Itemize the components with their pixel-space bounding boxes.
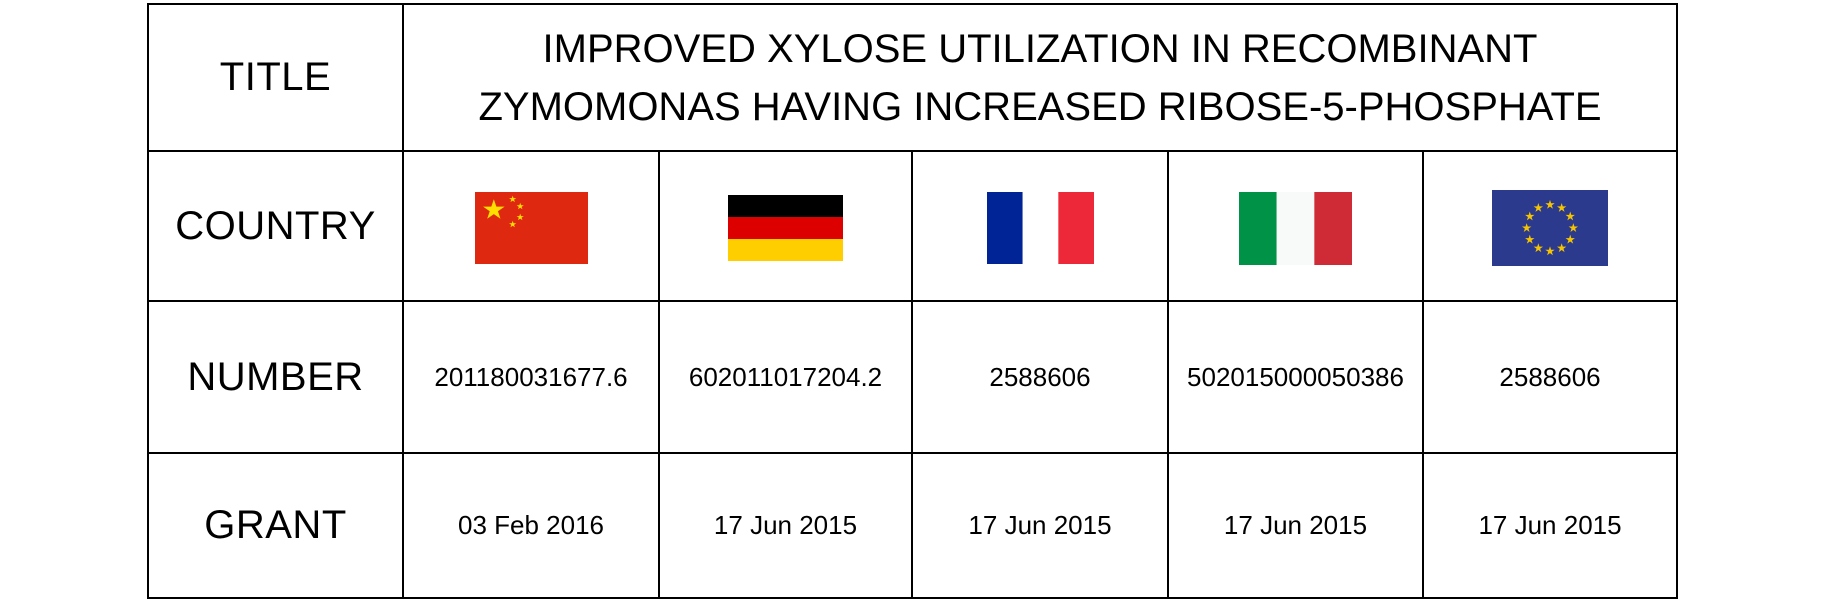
table-row-number: NUMBER 201180031677.6 602011017204.2 258… (147, 300, 1679, 454)
patent-title-line1: IMPROVED XYLOSE UTILIZATION IN RECOMBINA… (542, 26, 1538, 71)
patent-number-italy: 502015000050386 (1167, 300, 1424, 454)
patent-title-cell: IMPROVED XYLOSE UTILIZATION IN RECOMBINA… (401, 3, 1679, 152)
country-cell-france (911, 150, 1169, 302)
patent-number-france: 2588606 (911, 300, 1169, 454)
grant-date-china: 03 Feb 2016 (402, 452, 660, 599)
row-label-country: COUNTRY (147, 150, 404, 302)
country-cell-italy (1167, 150, 1424, 302)
patent-number-eu: 2588606 (1421, 300, 1679, 454)
table-row-title: TITLE IMPROVED XYLOSE UTILIZATION IN REC… (147, 3, 1679, 152)
germany-flag-icon (728, 195, 843, 261)
country-cell-germany (658, 150, 913, 302)
row-label-grant: GRANT (147, 452, 404, 599)
grant-date-germany: 17 Jun 2015 (658, 452, 913, 599)
grant-date-italy: 17 Jun 2015 (1167, 452, 1424, 599)
row-label-title: TITLE (147, 3, 404, 152)
country-cell-eu (1421, 150, 1679, 302)
grant-date-france: 17 Jun 2015 (911, 452, 1169, 599)
italy-flag-icon (1239, 191, 1352, 265)
france-flag-icon (986, 192, 1094, 264)
patent-title-line2: ZYMOMONAS HAVING INCREASED RIBOSE-5-PHOS… (478, 84, 1602, 129)
patent-number-germany: 602011017204.2 (658, 300, 913, 454)
grant-date-eu: 17 Jun 2015 (1421, 452, 1679, 599)
table-row-grant: GRANT 03 Feb 2016 17 Jun 2015 17 Jun 201… (147, 452, 1679, 599)
patent-number-china: 201180031677.6 (402, 300, 660, 454)
eu-flag-icon (1492, 190, 1609, 266)
patent-table: TITLE IMPROVED XYLOSE UTILIZATION IN REC… (147, 3, 1679, 599)
china-flag-icon (474, 192, 588, 264)
row-label-number: NUMBER (147, 300, 404, 454)
table-row-country: COUNTRY (147, 150, 1679, 302)
country-cell-china (402, 150, 660, 302)
